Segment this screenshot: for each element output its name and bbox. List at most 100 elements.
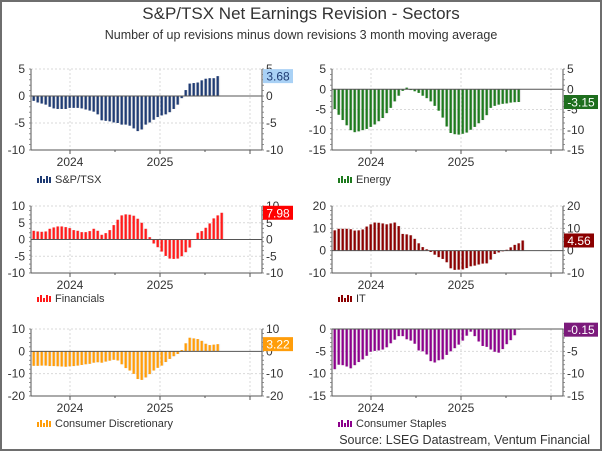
bar bbox=[140, 222, 143, 240]
y-tick-label-left: -10 bbox=[8, 143, 26, 157]
bar bbox=[80, 96, 83, 109]
bar-highlight bbox=[202, 80, 205, 96]
bar bbox=[124, 214, 127, 240]
bar bbox=[64, 351, 67, 367]
legend-label: S&P/TSX bbox=[55, 174, 102, 186]
bar-highlight bbox=[178, 96, 181, 105]
y-tick-label-right: -15 bbox=[567, 389, 585, 403]
bar bbox=[349, 229, 352, 251]
bar-highlight bbox=[86, 232, 89, 240]
bar-highlight bbox=[479, 89, 482, 124]
bar-highlight bbox=[42, 351, 45, 366]
bar-highlight bbox=[511, 89, 514, 103]
bar bbox=[369, 224, 372, 251]
y-tick-label-right: 5 bbox=[266, 216, 273, 230]
bar-highlight bbox=[499, 89, 502, 105]
bar-highlight bbox=[58, 96, 61, 109]
bar bbox=[216, 76, 219, 96]
bar bbox=[369, 89, 372, 127]
bar bbox=[457, 250, 460, 270]
legend-label: Energy bbox=[356, 174, 391, 186]
y-tick-label-right: -5 bbox=[567, 103, 578, 117]
bar-highlight bbox=[218, 344, 221, 352]
y-tick-label-right: 20 bbox=[567, 199, 581, 213]
bar-highlight bbox=[114, 225, 117, 240]
bar bbox=[208, 78, 211, 96]
bar bbox=[345, 329, 348, 367]
y-tick-label-left: -10 bbox=[309, 123, 327, 137]
bar-highlight bbox=[495, 89, 498, 106]
bar bbox=[88, 96, 91, 111]
bar-highlight bbox=[130, 96, 133, 126]
bar-highlight bbox=[503, 89, 506, 104]
y-tick-label-left: 0 bbox=[319, 82, 326, 96]
bar-highlight bbox=[202, 231, 205, 240]
bar bbox=[200, 231, 203, 240]
bar-highlight bbox=[158, 239, 161, 248]
bar bbox=[128, 351, 131, 371]
bar-highlight bbox=[383, 89, 386, 119]
bar-highlight bbox=[126, 96, 129, 125]
bar-highlight bbox=[218, 76, 221, 96]
bar bbox=[116, 351, 119, 361]
bar-highlight bbox=[447, 329, 450, 355]
y-tick-label-right: -10 bbox=[567, 123, 585, 137]
bar-highlight bbox=[447, 89, 450, 127]
bar bbox=[208, 223, 211, 240]
bar-highlight bbox=[130, 351, 133, 371]
bar bbox=[104, 351, 107, 362]
bar bbox=[417, 89, 420, 93]
bar bbox=[108, 96, 111, 122]
bar-highlight bbox=[194, 83, 197, 96]
bar-highlight bbox=[491, 89, 494, 108]
bar bbox=[176, 351, 179, 355]
bar bbox=[429, 89, 432, 102]
bar-highlight bbox=[74, 351, 77, 367]
bar-highlight bbox=[54, 96, 57, 109]
bar-highlight bbox=[162, 351, 165, 366]
bar-highlight bbox=[126, 214, 129, 240]
bar-highlight bbox=[407, 87, 410, 90]
bar-highlight bbox=[90, 96, 93, 111]
legend-swatch-icon bbox=[341, 420, 343, 427]
bar-highlight bbox=[54, 351, 57, 367]
y-tick-label-left: -5 bbox=[315, 344, 326, 358]
bar-highlight bbox=[335, 230, 338, 251]
bar bbox=[36, 231, 39, 240]
bar bbox=[429, 250, 432, 253]
bar-highlight bbox=[82, 96, 85, 109]
latest-value-badge bbox=[263, 69, 293, 84]
y-tick-label-left: 10 bbox=[313, 221, 327, 235]
bar-highlight bbox=[62, 96, 65, 109]
bar-highlight bbox=[170, 96, 173, 113]
legend: Financials bbox=[37, 293, 105, 305]
bar-highlight bbox=[343, 228, 346, 251]
bar bbox=[52, 351, 55, 367]
bar-highlight bbox=[475, 89, 478, 127]
bar bbox=[421, 89, 424, 96]
bar bbox=[377, 89, 380, 122]
y-tick-label-left: -10 bbox=[309, 367, 327, 381]
bar bbox=[469, 89, 472, 130]
bar-highlight bbox=[50, 96, 53, 107]
bar bbox=[68, 96, 71, 108]
x-tick-label: 2024 bbox=[57, 278, 84, 292]
bar bbox=[180, 239, 183, 257]
bar bbox=[397, 226, 400, 251]
legend-swatch-icon bbox=[40, 295, 42, 302]
y-tick-label-right: 5 bbox=[266, 62, 273, 76]
bar-highlight bbox=[106, 96, 109, 121]
bar bbox=[176, 96, 179, 105]
bar bbox=[397, 89, 400, 96]
bar-highlight bbox=[182, 349, 185, 352]
bar bbox=[132, 351, 135, 374]
bar bbox=[184, 343, 187, 352]
bar bbox=[100, 96, 103, 121]
bar bbox=[156, 96, 159, 118]
bar-highlight bbox=[210, 345, 213, 352]
bar-highlight bbox=[335, 329, 338, 370]
bar bbox=[56, 351, 59, 367]
bar bbox=[445, 89, 448, 127]
y-tick-label-right: -10 bbox=[266, 367, 284, 381]
panel-it: 20 20 10 10 0 0 -10 -10 2024 2025 4.56 IT bbox=[309, 199, 594, 305]
